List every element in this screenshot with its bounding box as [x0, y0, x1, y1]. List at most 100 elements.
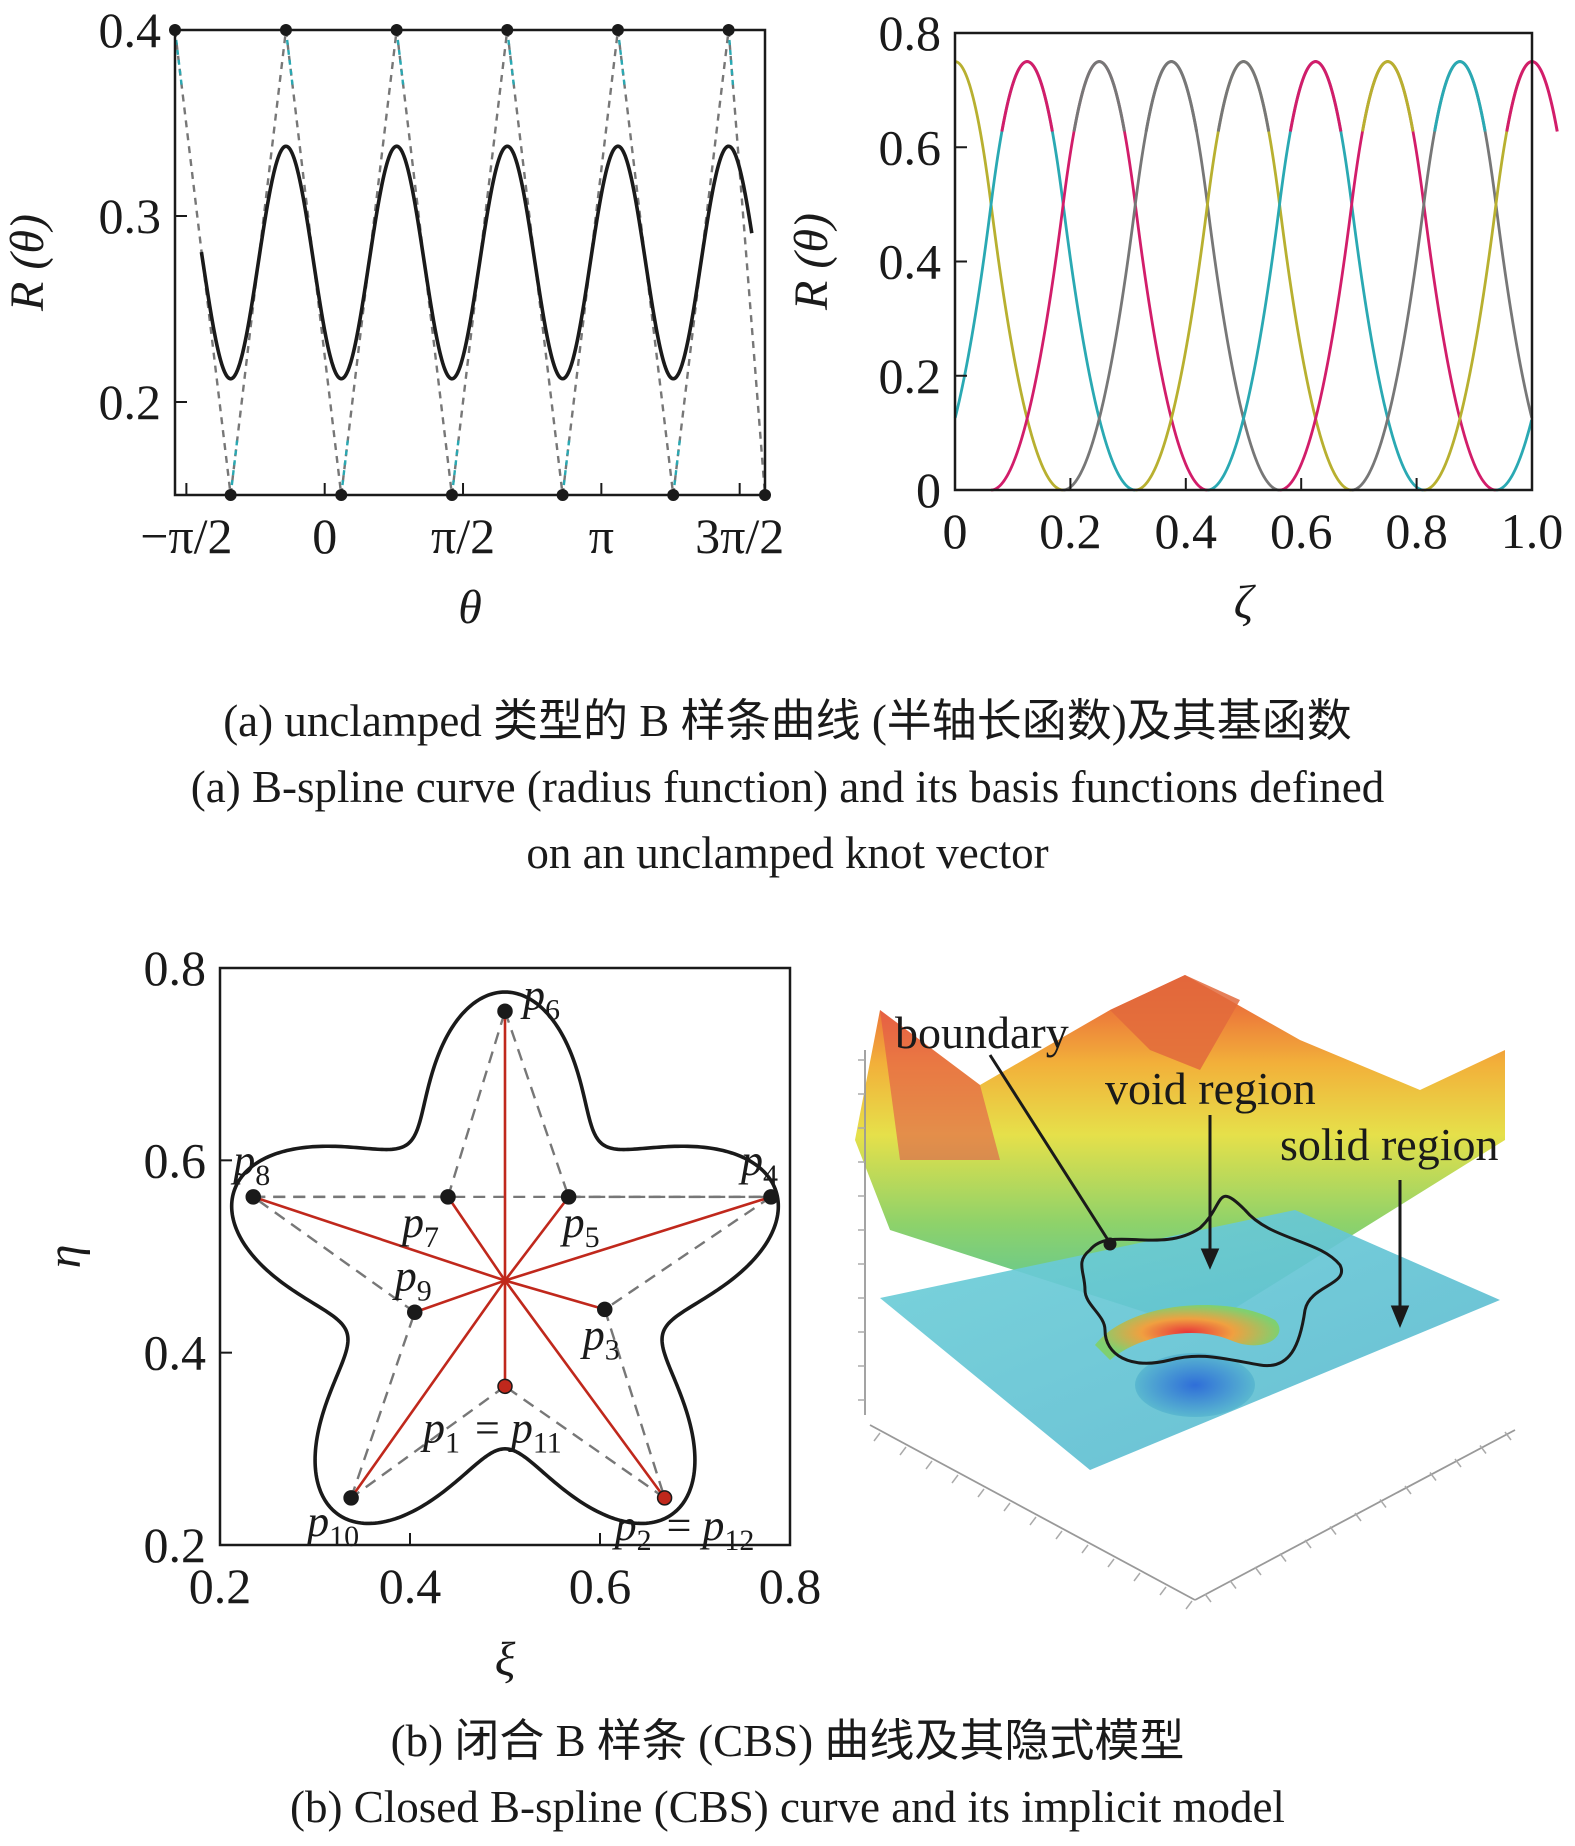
- basis-function-1: [954, 60, 1064, 492]
- basis-function-9: [1423, 60, 1533, 492]
- control-polygon-segment: [603, 1309, 666, 1499]
- x-tick-label: 0.4: [379, 1558, 442, 1614]
- surface-x-tick: [1107, 1558, 1115, 1568]
- x-axis-label: θ: [458, 581, 482, 634]
- y-axis-label: η: [38, 1245, 91, 1269]
- basis-peak-6: [1361, 60, 1415, 132]
- y-tick-label: 0.3: [99, 188, 162, 244]
- y-tick-label: 0.6: [144, 1132, 207, 1188]
- label-letter: p: [520, 970, 545, 1019]
- surface-y-tick: [1329, 1526, 1337, 1535]
- basis-peak-7: [1433, 60, 1487, 132]
- control-polygon-segment: [503, 1010, 570, 1198]
- control-polygon: [173, 29, 767, 496]
- panel-b-right-surface: boundary void region solid region: [855, 975, 1516, 1610]
- y-axis-label: R (θ): [785, 213, 838, 311]
- label-letter: p: [612, 1501, 637, 1550]
- axis-ticks: 0.2 0.4 0.6 0.8 0.2 0.4 0.6 0.8: [144, 940, 822, 1614]
- control-polygon-segment: [350, 1385, 506, 1499]
- zero-plane: [880, 1210, 1500, 1470]
- label-subscript: 11: [533, 1426, 562, 1459]
- surface-y-tick: [1479, 1445, 1487, 1454]
- control-point-label: p4: [738, 1136, 778, 1192]
- control-polygon-segment: [349, 1311, 416, 1499]
- surface-x-tick: [1003, 1502, 1011, 1512]
- control-polygon-segment: [252, 1195, 416, 1314]
- label-subscript: 2: [637, 1524, 652, 1557]
- surface-y-tick: [1204, 1593, 1212, 1603]
- radial-ray: [446, 1196, 507, 1282]
- label-subscript: 4: [763, 1159, 778, 1192]
- control-point-label: p8: [230, 1136, 270, 1192]
- control-point-label: p5: [560, 1198, 600, 1254]
- basis-function-10: [1495, 419, 1533, 492]
- label-subscript: 10: [329, 1520, 359, 1553]
- control-point-label: p10: [304, 1497, 359, 1553]
- label-subscript: 5: [585, 1221, 600, 1254]
- radial-ray: [503, 1279, 666, 1499]
- basis-function-2: [953, 60, 1136, 492]
- y-tick-label: 0.8: [879, 5, 942, 61]
- basis-peak-3: [1144, 60, 1199, 132]
- cbs-curve-line: [229, 990, 781, 1526]
- label-equals: =: [656, 1501, 703, 1550]
- x-tick-label: 0.4: [1155, 503, 1218, 559]
- caption-b-cn: (b) 闭合 B 样条 (CBS) 曲线及其隐式模型: [390, 1716, 1185, 1766]
- y-tick-label: 0.2: [879, 348, 942, 404]
- radial-ray: [350, 1279, 507, 1499]
- y-tick-label: 0.2: [144, 1517, 207, 1573]
- panel-a-right: 0 0.2 0.4 0.6 0.8 1.0 0 0.2 0.4 0.6 0.8 ζ R (θ): [785, 5, 1563, 629]
- axis-ticks: 0 0.2 0.4 0.6 0.8 1.0 0 0.2 0.4 0.6 0.8: [879, 5, 1564, 559]
- basis-peak-5: [1288, 60, 1343, 132]
- basis-function-6: [1207, 60, 1424, 492]
- control-point-label: p2 = p12: [612, 1501, 755, 1557]
- x-tick-label: 0.8: [759, 1558, 822, 1614]
- control-point: [497, 1378, 513, 1395]
- surface-y-tick: [1429, 1472, 1437, 1481]
- basis-function-3: [991, 60, 1208, 492]
- basis-peak-4: [1216, 60, 1271, 132]
- surface-left-flank: [880, 1010, 1000, 1160]
- cbs-star-curve: [229, 990, 781, 1526]
- control-point: [656, 1490, 673, 1506]
- y-tick-label: 0.2: [99, 374, 162, 430]
- x-tick-label: 0.2: [1039, 503, 1102, 559]
- control-point-label: p9: [392, 1251, 432, 1307]
- surface-x-tick: [977, 1488, 985, 1498]
- basis-function-7: [1279, 60, 1496, 492]
- control-point: [560, 1189, 577, 1205]
- y-tick-label: 0: [916, 462, 941, 518]
- label-subscript: 8: [255, 1159, 270, 1192]
- surface-y-tick: [1504, 1431, 1512, 1441]
- basis-peak-2: [1072, 60, 1126, 132]
- surface-pit: [1135, 1353, 1255, 1417]
- zero-level-boundary: [1080, 1194, 1344, 1368]
- label-subscript: 6: [545, 993, 560, 1026]
- radial-ray: [252, 1195, 506, 1282]
- radial-ray: [414, 1279, 506, 1314]
- surface-x-tick: [951, 1474, 959, 1484]
- caption-a-cn: (a) unclamped 类型的 B 样条曲线 (半轴长函数)及其基函数: [223, 696, 1352, 746]
- surface-peak: [1110, 975, 1240, 1070]
- x-tick-label: 0: [312, 508, 337, 564]
- surface-y-tick: [1404, 1485, 1412, 1495]
- control-point: [245, 1189, 261, 1205]
- label-subscript: 1: [445, 1426, 460, 1459]
- label-letter: p: [399, 1198, 424, 1247]
- plot-frame: [173, 28, 767, 497]
- label-letter: p: [420, 1403, 445, 1452]
- x-tick-label: 0.2: [189, 1558, 252, 1614]
- label-letter: p: [738, 1136, 763, 1185]
- x-tick-label: 1.0: [1501, 503, 1564, 559]
- x-tick-label: −π/2: [140, 508, 232, 564]
- annotation-boundary: boundary: [895, 1007, 1069, 1058]
- y-tick-label: 0.4: [99, 2, 162, 58]
- surface-x-tick: [1159, 1586, 1167, 1596]
- panel-a-left: −π/2 0 π/2 π 3π/2 0.2 0.3 0.4 θ R (θ): [1, 2, 784, 634]
- surface-x-tick: [899, 1446, 907, 1456]
- surface-y-tick: [1379, 1499, 1387, 1508]
- label-subscript: 7: [424, 1221, 439, 1254]
